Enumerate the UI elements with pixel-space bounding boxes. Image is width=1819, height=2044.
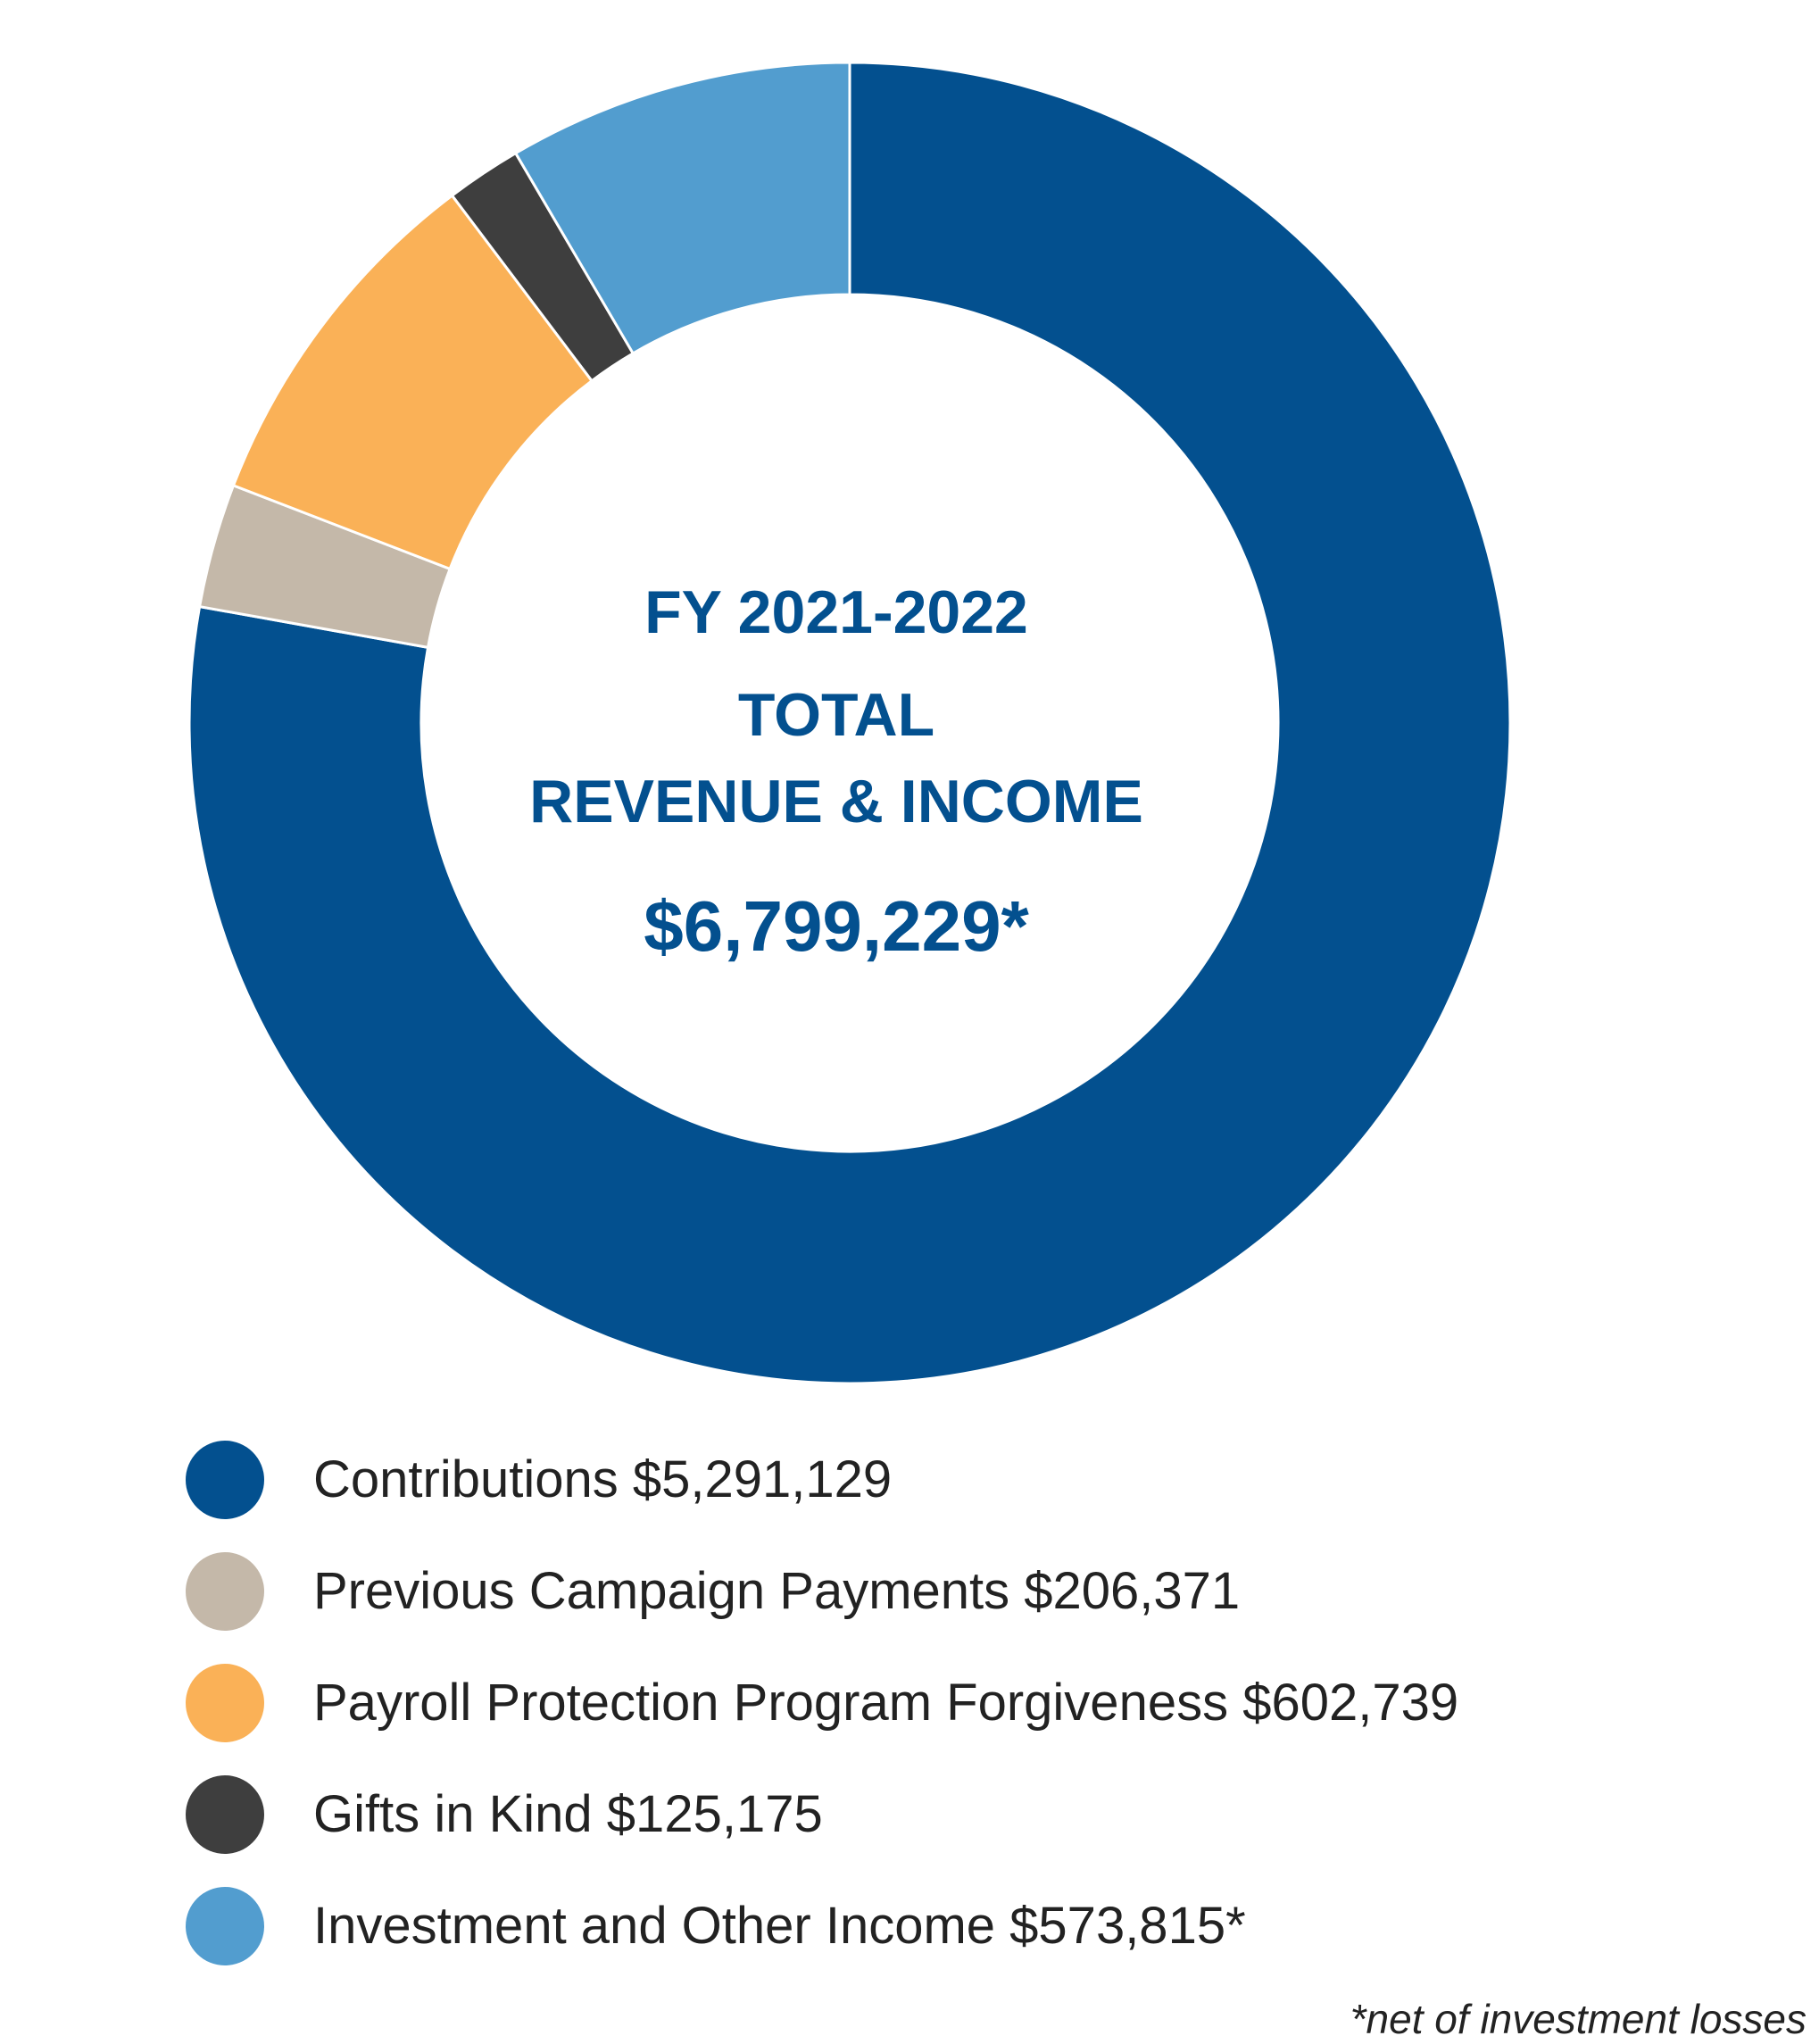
legend-label: Payroll Protection Program Forgiveness $… [313,1674,1459,1732]
chart-title-year: FY 2021-2022 [644,578,1028,646]
footnote: *net of investment losses [1350,1996,1807,2042]
slice-investment-and-other-income [513,61,851,355]
chart-title-revenue: REVENUE & INCOME [529,768,1143,835]
legend-swatch [186,1440,264,1519]
legend-swatch [186,1663,264,1742]
legend-item-investment-other-income: Investment and Other Income $573,815* [186,1870,1792,1982]
legend-label: Previous Campaign Payments $206,371 [313,1562,1241,1620]
chart-title-total: TOTAL [738,681,934,749]
legend-swatch [186,1551,264,1631]
legend-label: Investment and Other Income $573,815* [313,1897,1246,1955]
legend-item-payroll-protection: Payroll Protection Program Forgiveness $… [186,1647,1792,1758]
legend-item-previous-campaign-payments: Previous Campaign Payments $206,371 [186,1535,1792,1647]
legend: Contributions $5,291,129 Previous Campai… [186,1424,1792,1982]
donut-slices [187,61,1512,1385]
legend-item-gifts-in-kind: Gifts in Kind $125,175 [186,1758,1792,1870]
slice-contributions [187,61,1512,1385]
legend-swatch [186,1886,264,1965]
legend-label: Gifts in Kind $125,175 [313,1785,823,1843]
legend-label: Contributions $5,291,129 [313,1450,893,1508]
donut-chart: FY 2021-2022 TOTAL REVENUE & INCOME $6,7… [187,61,1512,1385]
legend-swatch [186,1774,264,1854]
legend-item-contributions: Contributions $5,291,129 [186,1424,1792,1535]
chart-total-value: $6,799,229* [644,886,1029,966]
